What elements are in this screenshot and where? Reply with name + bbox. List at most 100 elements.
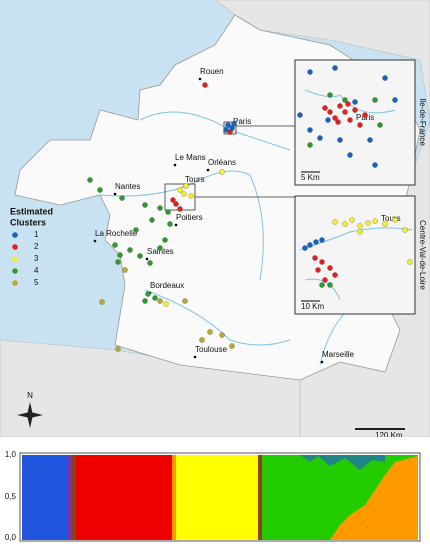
legend-dot xyxy=(12,280,18,286)
sample-dot xyxy=(307,142,313,148)
sample-dot xyxy=(173,201,179,207)
city-dot xyxy=(174,223,178,227)
sample-dot xyxy=(372,162,378,168)
sample-dot xyxy=(392,217,398,223)
sample-dot xyxy=(337,103,343,109)
inset-region: Ile-de-France xyxy=(418,98,427,146)
sample-dot xyxy=(219,332,225,338)
city-dot xyxy=(193,355,197,359)
sample-dot xyxy=(332,115,338,121)
sample-dot xyxy=(365,220,371,226)
sample-dot xyxy=(335,119,341,125)
inset-tours xyxy=(294,195,416,315)
sample-dot xyxy=(302,245,308,251)
sample-dot xyxy=(223,127,229,133)
sample-dot xyxy=(319,237,325,243)
sample-dot xyxy=(342,97,348,103)
sample-dot xyxy=(327,92,333,98)
sample-dot xyxy=(327,109,333,115)
inset-city: Tours xyxy=(381,214,401,223)
north-arrow xyxy=(17,402,43,428)
city-dot xyxy=(198,77,202,81)
sample-dot xyxy=(199,337,205,343)
sample-dot xyxy=(142,202,148,208)
city-dot xyxy=(320,360,324,364)
inset-paris xyxy=(294,59,416,186)
city-label: Poitiers xyxy=(176,213,203,222)
inset-region: Centre-Val-de-Loire xyxy=(418,220,427,290)
sample-dot xyxy=(392,97,398,103)
sample-dot xyxy=(157,245,163,251)
sample-dot xyxy=(165,209,171,215)
sample-dot xyxy=(87,177,93,183)
sample-dot xyxy=(357,229,363,235)
sample-dot xyxy=(219,169,225,175)
sample-dot xyxy=(231,121,237,127)
sample-dot xyxy=(322,277,328,283)
scale-label: 120 Km xyxy=(375,431,403,440)
legend-label: 3 xyxy=(34,254,39,263)
sample-dot xyxy=(147,260,153,266)
sample-dot xyxy=(332,219,338,225)
sample-dot xyxy=(307,127,313,133)
sample-dot xyxy=(315,267,321,273)
y-tick-label: 1,0 xyxy=(5,450,17,459)
inset-scale: 10 Km xyxy=(301,302,324,311)
city-label: La Rochelle xyxy=(95,229,138,238)
sample-dot xyxy=(407,259,413,265)
city-dot xyxy=(206,168,210,172)
sample-dot xyxy=(342,221,348,227)
seine xyxy=(304,89,396,114)
cher xyxy=(304,278,341,301)
sample-dot xyxy=(357,122,363,128)
sample-dot xyxy=(319,282,325,288)
sample-dot xyxy=(382,221,388,227)
city-label: Nantes xyxy=(115,182,140,191)
sample-dot xyxy=(347,152,353,158)
sample-dot xyxy=(357,223,363,229)
sample-dot xyxy=(177,187,183,193)
legend-dot xyxy=(12,256,18,262)
sample-dot xyxy=(317,135,323,141)
sample-dot xyxy=(112,242,118,248)
sample-dot xyxy=(181,191,187,197)
spain xyxy=(0,339,301,438)
legend-title: Clusters xyxy=(10,217,46,227)
sample-dot xyxy=(163,301,169,307)
sample-dot xyxy=(122,267,128,273)
legend-label: 4 xyxy=(34,266,39,275)
sample-dot xyxy=(322,105,328,111)
sample-dot xyxy=(337,137,343,143)
sample-dot xyxy=(362,112,368,118)
sample-dot xyxy=(97,187,103,193)
sample-dot xyxy=(157,298,163,304)
city-label: Marseille xyxy=(322,350,355,359)
city-label: Bordeaux xyxy=(150,281,184,290)
city-dot xyxy=(145,257,149,261)
legend-label: 5 xyxy=(34,278,39,287)
sample-dot xyxy=(345,101,351,107)
legend-label: 1 xyxy=(34,230,39,239)
y-tick-label: 0,0 xyxy=(5,533,17,542)
city-label: Saintes xyxy=(147,247,174,256)
city-dot xyxy=(173,163,177,167)
sample-dot xyxy=(162,237,168,243)
structure-bars xyxy=(22,455,418,540)
sample-dot xyxy=(347,117,353,123)
sample-dot xyxy=(327,282,333,288)
scale-bar xyxy=(355,428,405,430)
sample-dot xyxy=(367,137,373,143)
sample-dot xyxy=(327,265,333,271)
sample-dot xyxy=(152,295,158,301)
inset-scale: 5 Km xyxy=(301,173,320,182)
sample-dot xyxy=(157,205,163,211)
city-label: Tours xyxy=(185,175,205,184)
legend-dot xyxy=(12,268,18,274)
north: N xyxy=(27,391,33,400)
sample-dot xyxy=(372,97,378,103)
sample-dot xyxy=(142,298,148,304)
sample-dot xyxy=(319,259,325,265)
sample-dot xyxy=(332,272,338,278)
city-label: Le Mans xyxy=(175,153,206,162)
